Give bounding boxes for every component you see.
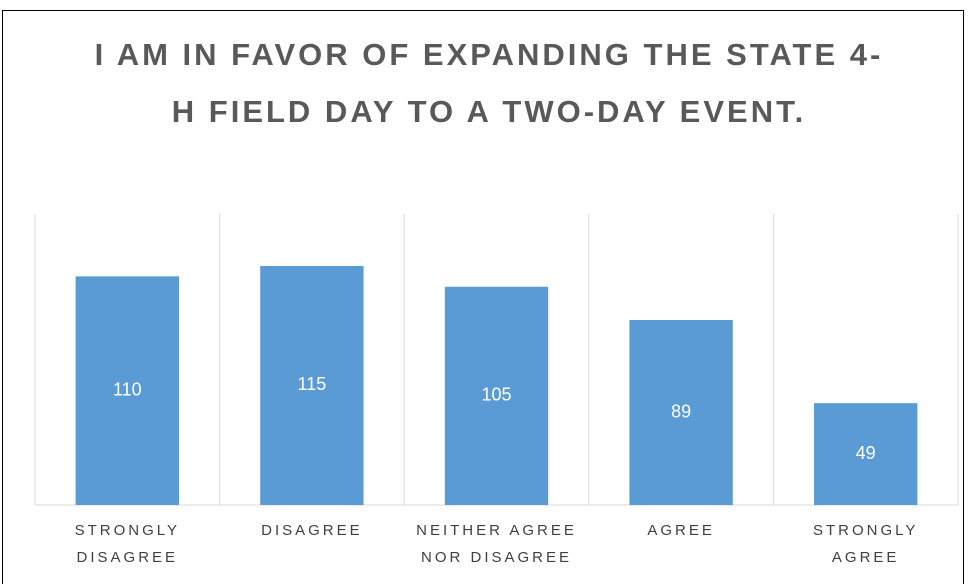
bar xyxy=(260,265,364,505)
data-label: 115 xyxy=(298,374,327,394)
x-tick-label: STRONGLY AGREE xyxy=(812,522,919,566)
data-label: 49 xyxy=(856,443,876,463)
bar xyxy=(444,286,549,505)
x-tick-label: NEITHER AGREE NOR DISAGREE xyxy=(416,522,577,566)
chart-title: I AM IN FAVOR OF EXPANDING THE STATE 4-H… xyxy=(94,37,884,129)
x-tick-label: STRONGLY DISAGREE xyxy=(74,522,180,566)
data-label: 110 xyxy=(113,379,142,399)
bar xyxy=(75,276,179,505)
data-label: 105 xyxy=(481,385,511,405)
bar xyxy=(629,320,733,505)
x-tick-label: AGREE xyxy=(647,522,715,539)
x-tick-label: DISAGREE xyxy=(261,522,363,539)
chart-frame xyxy=(2,10,964,584)
data-label: 89 xyxy=(671,401,691,421)
bar xyxy=(814,403,918,505)
